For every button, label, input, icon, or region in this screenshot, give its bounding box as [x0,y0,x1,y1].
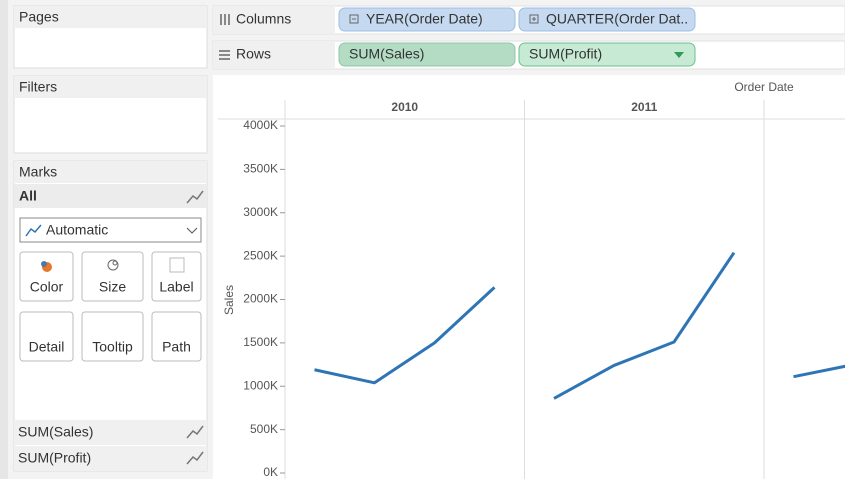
mark-card-label: Size [99,279,126,295]
columns-icon [220,14,230,25]
mark-card[interactable] [151,251,202,302]
line-icon [186,451,204,465]
field-row[interactable] [14,420,207,445]
label-icon [169,257,185,273]
left-edge [0,0,8,479]
pill[interactable] [338,42,516,67]
panel-header [14,76,207,98]
field-row[interactable] [14,446,207,471]
mark-field: SUM(Sales) [18,424,93,440]
y-tick-label: 3500K [243,162,278,176]
y-tick-label: 0K [263,465,278,479]
shelf-label-bg [213,41,335,69]
shelf-label-bg [213,6,335,34]
mark-card[interactable] [19,311,74,362]
column-header-title: Order Date [734,80,794,94]
size-icon [112,260,118,266]
y-tick-label: 3000K [243,205,278,219]
pill[interactable] [518,7,696,32]
plot-area [314,251,845,400]
size-icon [107,259,119,271]
all-tab[interactable] [14,184,207,208]
column-header: 2011 [631,100,657,114]
mark-card-label: Path [162,339,191,355]
mark-field: SUM(Profit) [18,450,91,466]
panel-header [14,161,207,183]
column-header: 2010 [391,100,418,114]
pill-label: SUM(Sales) [349,46,424,62]
line-icon [25,224,42,237]
collapse-icon[interactable] [349,14,359,24]
mark-card[interactable] [81,311,144,362]
sales-line [314,286,496,385]
mark-type-dropdown[interactable] [19,217,202,243]
mark-type: Automatic [46,222,108,238]
expand-icon [532,17,536,21]
sales-line [793,364,845,379]
mark-card[interactable] [151,311,202,362]
pill-label: QUARTER(Order Dat.. [546,11,688,27]
line-icon [186,425,204,439]
rows-icon [219,50,230,60]
mark-card-label: Color [30,279,64,295]
mark-card-label: Detail [29,339,65,355]
y-tick-label: 500K [250,422,278,436]
filters-title: Filters [19,79,57,95]
view [213,75,845,479]
y-tick-label: 2000K [243,292,278,306]
rows-label: Rows [236,46,271,62]
y-axis-title: Sales [222,285,236,315]
all-label: All [19,188,37,204]
pages-title: Pages [19,9,59,25]
mark-card[interactable] [19,251,74,302]
line-icon [186,190,204,204]
pill-dropdown[interactable] [674,52,684,58]
color-icon [41,261,47,267]
expand-icon[interactable] [529,14,539,24]
panel-header [14,6,207,28]
y-tick-label: 1500K [243,335,278,349]
y-tick-label: 2500K [243,248,278,262]
columns-label: Columns [236,11,291,27]
y-tick-label: 4000K [243,118,278,132]
pill-label: SUM(Profit) [529,46,602,62]
pill[interactable] [518,42,696,67]
pill-label: YEAR(Order Date) [366,11,483,27]
pill[interactable] [338,7,516,32]
sales-line [553,251,736,400]
mark-card-label: Tooltip [92,339,133,355]
mark-card[interactable] [81,251,144,302]
marks-title: Marks [19,164,57,180]
dropdown-arrow [186,227,198,234]
y-tick-label: 1000K [243,378,278,392]
mark-card-label: Label [159,279,193,295]
